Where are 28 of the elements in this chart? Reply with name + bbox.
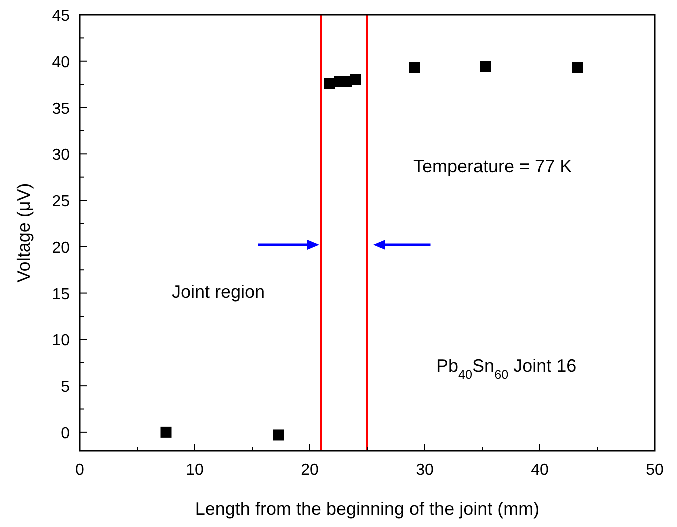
annotation: Joint region [172,282,266,302]
y-tick-label: 25 [52,194,70,211]
y-tick-label: 45 [52,8,70,25]
point [324,78,336,90]
x-tick-label: 10 [186,462,204,479]
x-tick-label: 20 [301,462,319,479]
annotation: Pb$_{40}$Sn$_{60}$ Joint 16 [436,356,577,382]
y-tick-label: 20 [52,240,70,257]
x-tick-label: 30 [416,462,434,479]
x-tick-label: 50 [646,462,664,479]
point [480,61,492,72]
point [409,62,420,74]
y-tick-label: 35 [52,100,70,118]
y-axis-title: Voltage (μV) [14,183,34,283]
y-tick-label: 40 [52,54,70,72]
x-axis-title: Length from the beginning of the joint (mm) [195,499,540,519]
y-tick-label: 0 [61,425,70,442]
x-tick-label: 40 [531,462,549,479]
annotation: Temperature = 77 K [414,156,572,177]
x-tick-label: 0 [76,462,85,479]
y-tick-label: 5 [61,379,70,396]
y-tick-label: 30 [52,147,70,164]
point [160,426,172,438]
point [273,430,284,441]
y-tick-label: 10 [52,332,70,350]
point [572,62,584,74]
y-tick-label: 15 [52,286,70,304]
point [350,74,362,86]
